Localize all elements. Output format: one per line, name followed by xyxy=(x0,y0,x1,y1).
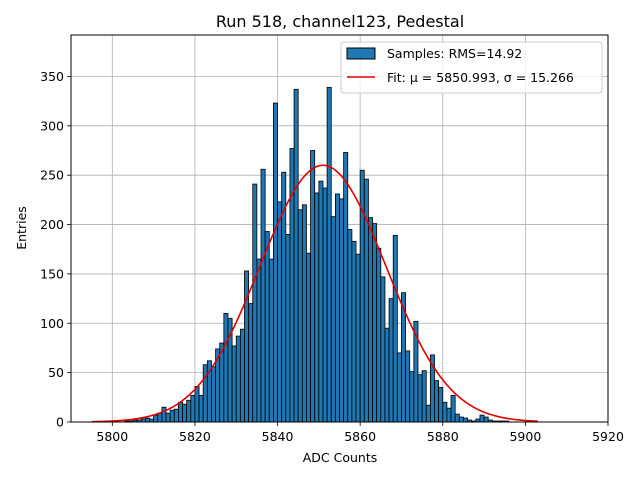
histogram-bar xyxy=(153,414,159,423)
histogram-bar xyxy=(173,408,179,423)
histogram-bar xyxy=(301,204,307,423)
histogram-bar xyxy=(438,387,444,423)
histogram-bar xyxy=(368,217,373,423)
fit-curve xyxy=(91,164,538,423)
y-tick-label: 150 xyxy=(40,266,64,281)
histogram-bar xyxy=(314,192,320,423)
chart-title: Run 518, channel123, Pedestal xyxy=(216,12,464,31)
x-axis-label: ADC Counts xyxy=(303,450,378,465)
y-axis-label: Entries xyxy=(14,206,29,250)
histogram-bar xyxy=(289,148,295,423)
histogram-bar xyxy=(310,150,316,423)
histogram-bar xyxy=(252,183,258,423)
histogram-bar xyxy=(442,401,448,423)
histogram-bar xyxy=(463,417,468,423)
plot-frame xyxy=(70,34,609,423)
histogram-bar xyxy=(165,412,171,423)
histogram-bar xyxy=(405,350,411,423)
x-axis-ticks: 5800 5820 5840 5860 5880 5900 5920 xyxy=(96,422,624,444)
histogram-bar xyxy=(388,298,394,423)
histogram-bar xyxy=(417,374,423,423)
histogram-bar xyxy=(211,366,216,423)
histogram-bar xyxy=(169,409,175,423)
y-tick-label: 200 xyxy=(40,217,64,232)
histogram-bar xyxy=(194,386,200,423)
histogram-bar xyxy=(376,247,382,423)
histogram-bar xyxy=(306,252,311,423)
histogram-bar xyxy=(434,380,440,423)
histogram-bar xyxy=(186,399,192,423)
histogram-bar xyxy=(326,86,332,423)
legend-samples-label: Samples: RMS=14.92 xyxy=(387,46,522,61)
histogram-bar xyxy=(425,404,431,423)
histogram-bar xyxy=(161,406,167,423)
histogram-bar xyxy=(351,240,357,423)
histogram-bar xyxy=(235,335,241,423)
histogram-bar xyxy=(450,394,456,423)
histogram-bar xyxy=(177,401,183,423)
histogram-bar xyxy=(396,352,402,423)
histogram-bar xyxy=(248,303,254,423)
histogram-bar xyxy=(355,253,361,423)
histogram-bar xyxy=(198,394,204,423)
histogram-bar xyxy=(322,187,328,423)
histogram-bar xyxy=(318,180,324,423)
histogram-bar xyxy=(239,328,245,423)
histogram-bar xyxy=(231,345,237,423)
legend-fit-label: Fit: μ = 5850.993, σ = 15.266 xyxy=(387,70,574,85)
histogram-bar xyxy=(190,394,196,423)
histogram-bar xyxy=(479,414,485,423)
y-axis-ticks: 0 50 100 150 200 250 300 350 xyxy=(40,69,71,430)
fit-curve-layer xyxy=(91,164,538,423)
histogram-bar xyxy=(277,201,283,423)
histogram-bar xyxy=(273,102,278,423)
legend: Samples: RMS=14.92 Fit: μ = 5850.993, σ … xyxy=(340,41,603,94)
histogram-bar xyxy=(334,193,340,423)
x-tick-label: 5820 xyxy=(179,429,211,444)
histogram-bar xyxy=(347,229,353,423)
histogram-bar xyxy=(268,258,274,423)
legend-samples-swatch xyxy=(346,47,376,60)
y-tick-label: 250 xyxy=(40,168,64,183)
histogram-bar xyxy=(372,223,378,423)
histogram-bar xyxy=(454,413,460,423)
y-tick-label: 350 xyxy=(40,69,64,84)
histogram-bar xyxy=(260,168,266,423)
y-tick-label: 50 xyxy=(48,365,64,380)
histogram-bar xyxy=(285,234,291,423)
x-tick-label: 5880 xyxy=(427,429,459,444)
histogram-bar xyxy=(483,416,489,423)
histogram-bar xyxy=(384,327,390,423)
histogram-bar xyxy=(264,231,270,423)
histogram-bar xyxy=(223,313,229,423)
y-tick-label: 100 xyxy=(40,316,64,331)
histogram-bar xyxy=(446,407,452,423)
histogram-bar xyxy=(293,88,299,423)
histogram-bar xyxy=(339,198,345,423)
x-tick-label: 5800 xyxy=(96,429,128,444)
histogram-bar xyxy=(182,403,188,423)
y-tick-label: 300 xyxy=(40,118,64,133)
histogram-bar xyxy=(458,416,464,423)
histogram-bar xyxy=(157,412,163,423)
histogram-bar xyxy=(392,235,398,423)
legend-box xyxy=(340,41,603,94)
histogram-bar xyxy=(380,276,386,423)
histogram-bar xyxy=(421,370,427,423)
histogram-bar xyxy=(297,209,303,423)
histogram-bar xyxy=(144,417,150,423)
histogram-bar xyxy=(343,152,349,423)
histogram-bar xyxy=(330,216,336,423)
histogram-bar xyxy=(202,364,208,423)
y-tick-label: 0 xyxy=(56,415,64,430)
x-tick-label: 5840 xyxy=(262,429,294,444)
histogram-bar xyxy=(409,371,415,423)
x-tick-label: 5900 xyxy=(509,429,541,444)
histogram-bar xyxy=(256,258,262,423)
x-tick-label: 5860 xyxy=(344,429,376,444)
x-tick-label: 5920 xyxy=(592,429,624,444)
